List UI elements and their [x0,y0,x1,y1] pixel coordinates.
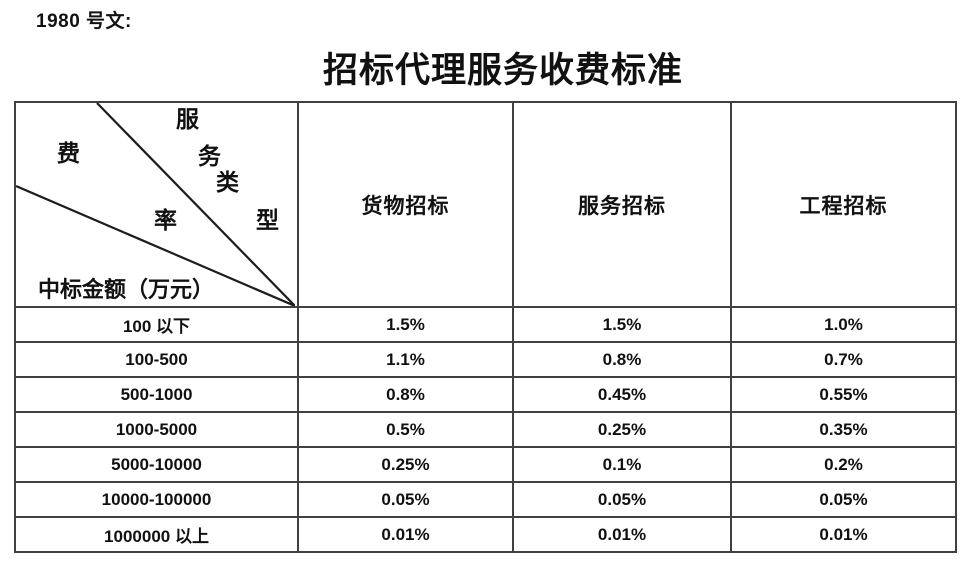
corner-label-service-char: 类 [216,170,239,195]
table-row: 500-1000 0.8% 0.45% 0.55% [14,376,957,413]
table-row: 1000000 以上 0.01% 0.01% 0.01% [14,516,957,553]
table-row: 1000-5000 0.5% 0.25% 0.35% [14,411,957,448]
row-range-label: 5000-10000 [14,446,299,483]
fee-value: 0.35% [730,411,957,448]
fee-value: 1.5% [512,306,732,343]
corner-label-fee-char: 费 [57,141,80,166]
corner-amount-label: 中标金额（万元） [38,277,215,302]
table-row: 100 以下 1.5% 1.5% 1.0% [14,306,957,343]
fee-value: 0.5% [297,411,514,448]
corner-label-service-char: 型 [256,208,279,233]
row-range-label: 1000000 以上 [14,516,299,553]
fee-value: 0.05% [512,481,732,518]
table-header-row: 服 费 务 类 率 型 中标金额（万元） 货物招标 服务招标 工程招标 [14,101,957,308]
fee-value: 0.25% [512,411,732,448]
fee-value: 1.1% [297,341,514,378]
corner-label-fee-char: 率 [154,208,177,233]
table-row: 5000-10000 0.25% 0.1% 0.2% [14,446,957,483]
fee-value: 0.01% [730,516,957,553]
row-range-label: 10000-100000 [14,481,299,518]
fee-value: 0.1% [512,446,732,483]
doc-number: 1980 号文: [36,11,132,32]
fee-value: 0.7% [730,341,957,378]
fee-table: 服 费 务 类 率 型 中标金额（万元） 货物招标 服务招标 工程招标 100 … [14,101,957,553]
fee-value: 0.55% [730,376,957,413]
row-range-label: 100 以下 [14,306,299,343]
fee-value: 0.05% [730,481,957,518]
fee-value: 0.8% [297,376,514,413]
row-range-label: 100-500 [14,341,299,378]
row-range-label: 500-1000 [14,376,299,413]
corner-label-service-char: 服 [176,107,199,132]
fee-value: 1.0% [730,306,957,343]
fee-value: 0.05% [297,481,514,518]
fee-table-container: 服 费 务 类 率 型 中标金额（万元） 货物招标 服务招标 工程招标 100 … [14,101,957,553]
fee-value: 0.45% [512,376,732,413]
page-title: 招标代理服务收费标准 [322,51,683,90]
fee-value: 0.01% [297,516,514,553]
table-row: 10000-100000 0.05% 0.05% 0.05% [14,481,957,518]
fee-value: 0.2% [730,446,957,483]
row-range-label: 1000-5000 [14,411,299,448]
fee-value: 1.5% [297,306,514,343]
column-header-services: 服务招标 [512,101,732,308]
column-header-engineering: 工程招标 [730,101,957,308]
table-row: 100-500 1.1% 0.8% 0.7% [14,341,957,378]
fee-value: 0.01% [512,516,732,553]
column-header-goods: 货物招标 [297,101,514,308]
fee-value: 0.25% [297,446,514,483]
fee-value: 0.8% [512,341,732,378]
corner-label-service-char: 务 [198,144,221,169]
table-corner-header: 服 费 务 类 率 型 中标金额（万元） [14,101,299,308]
diagonal-lines-icon [16,103,295,306]
diagonal-corner-cell: 服 费 务 类 率 型 中标金额（万元） [16,103,295,306]
